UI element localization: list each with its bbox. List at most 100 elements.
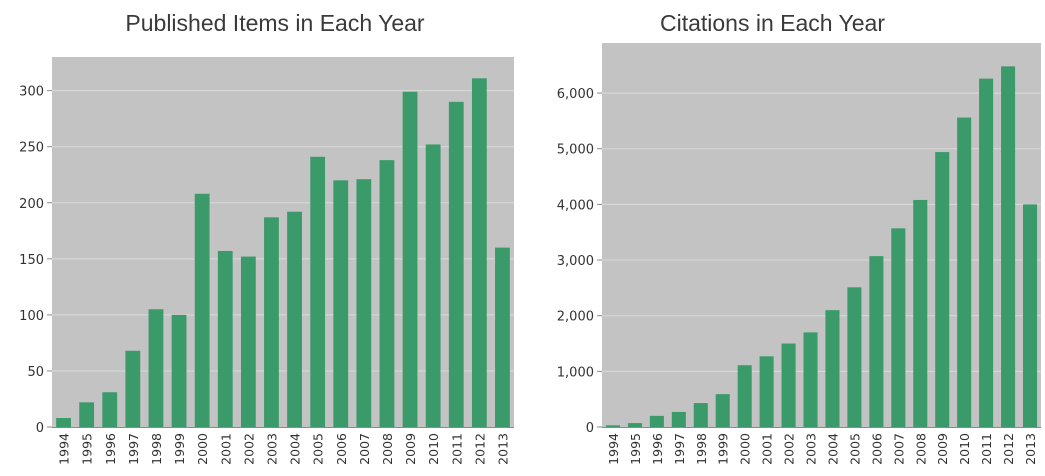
x-tick-label: 1996 xyxy=(103,433,118,465)
bar-1998 xyxy=(693,403,708,427)
bar-1998 xyxy=(148,309,164,427)
y-tick-label: 0 xyxy=(586,421,594,436)
chart-svg: 0 50 100 150 200 250 300 1994 1995 1996 1997 1998 19… xyxy=(19,57,514,465)
y-tick-label: 2,000 xyxy=(557,310,594,325)
x-tick-label: 2009 xyxy=(403,433,418,465)
x-tick-label: 1995 xyxy=(628,433,643,465)
x-tick-label: 2005 xyxy=(311,433,326,465)
y-tick-label: 50 xyxy=(27,365,44,380)
plot-area xyxy=(602,43,1041,427)
x-tick-label: 2010 xyxy=(426,433,441,465)
x-tick-label: 2008 xyxy=(913,433,928,465)
x-tick-label: 1997 xyxy=(672,433,687,465)
x-tick-label: 2009 xyxy=(935,433,950,465)
bar-2007 xyxy=(356,179,372,427)
plot-area xyxy=(52,57,514,427)
bar-2007 xyxy=(891,228,906,427)
x-tick-label: 2003 xyxy=(264,433,279,465)
bar-2001 xyxy=(217,250,233,427)
x-tick-label: 2006 xyxy=(869,433,884,465)
x-tick-label: 1994 xyxy=(606,433,621,465)
y-tick-label: 100 xyxy=(19,309,44,324)
x-tick-label: 2013 xyxy=(495,433,510,465)
bar-2012 xyxy=(471,78,487,427)
x-tick-label: 2012 xyxy=(1001,433,1016,465)
x-tick-label: 2013 xyxy=(1023,433,1038,465)
bar-2010 xyxy=(957,117,972,427)
y-tick-label: 200 xyxy=(19,197,44,212)
x-tick-label: 2002 xyxy=(782,433,797,465)
bar-1995 xyxy=(627,423,642,427)
x-tick-label: 2011 xyxy=(449,433,464,465)
bar-1997 xyxy=(671,411,686,427)
y-tick-label: 0 xyxy=(36,421,44,436)
x-tick-label: 1999 xyxy=(716,433,731,465)
y-tick-label: 4,000 xyxy=(557,198,594,213)
bar-2002 xyxy=(240,256,256,427)
x-tick-label: 1997 xyxy=(126,433,141,465)
x-tick-label: 1998 xyxy=(149,433,164,465)
bar-2000 xyxy=(194,193,210,427)
x-tick-label: 1998 xyxy=(694,433,709,465)
chart-title: Citations in Each Year xyxy=(659,10,886,36)
bar-2005 xyxy=(310,156,326,427)
x-tick-label: 2008 xyxy=(380,433,395,465)
x-tick-label: 2012 xyxy=(472,433,487,465)
bar-2006 xyxy=(869,256,884,427)
chart-citations: Citations in Each Year 0 1,000 2,000 3,000 4… xyxy=(520,0,1045,476)
bar-2002 xyxy=(781,343,796,427)
chart-published-items: Published Items in Each Year 0 50 100 150 20… xyxy=(0,0,520,476)
bar-2008 xyxy=(913,199,928,427)
y-tick-label: 300 xyxy=(19,85,44,100)
bar-2011 xyxy=(979,78,994,427)
bar-2004 xyxy=(825,310,840,427)
bar-1994 xyxy=(56,418,71,427)
bar-2003 xyxy=(264,217,279,427)
bar-2013 xyxy=(1023,204,1038,427)
x-tick-label: 2002 xyxy=(241,433,256,465)
x-tick-label: 2006 xyxy=(334,433,349,465)
bar-2012 xyxy=(1001,66,1016,428)
x-tick-label: 2004 xyxy=(825,433,840,465)
bar-2013 xyxy=(495,247,510,427)
x-tick-label: 1994 xyxy=(57,433,72,465)
x-tick-label: 2011 xyxy=(979,433,994,465)
bar-1995 xyxy=(79,402,95,427)
bar-1999 xyxy=(171,314,187,427)
bar-2001 xyxy=(759,356,774,427)
x-tick-label: 2010 xyxy=(957,433,972,465)
bar-2009 xyxy=(402,91,418,428)
bar-1994 xyxy=(605,425,620,427)
bar-2009 xyxy=(935,152,950,428)
bar-2008 xyxy=(379,160,395,427)
y-tick-label: 150 xyxy=(19,253,44,268)
bar-2005 xyxy=(847,287,862,427)
x-tick-label: 2003 xyxy=(804,433,819,465)
x-tick-label: 2004 xyxy=(288,433,303,465)
x-tick-label: 2001 xyxy=(760,433,775,465)
bar-2000 xyxy=(737,365,752,427)
bar-2003 xyxy=(803,332,818,427)
bar-1996 xyxy=(649,415,664,427)
bar-2011 xyxy=(448,101,464,428)
bar-2004 xyxy=(287,211,302,427)
x-tick-label: 1999 xyxy=(172,433,187,465)
x-tick-label: 2007 xyxy=(357,433,372,465)
x-tick-label: 2007 xyxy=(891,433,906,465)
x-tick-label: 2001 xyxy=(218,433,233,465)
bar-1996 xyxy=(102,392,118,427)
bar-1997 xyxy=(125,350,141,427)
x-tick-label: 2000 xyxy=(738,433,753,465)
x-tick-label: 2005 xyxy=(847,433,862,465)
y-tick-label: 3,000 xyxy=(557,254,594,269)
bar-2006 xyxy=(333,180,349,427)
x-tick-label: 1996 xyxy=(650,433,665,465)
y-tick-label: 5,000 xyxy=(557,143,594,158)
y-tick-label: 250 xyxy=(19,141,44,156)
y-tick-label: 1,000 xyxy=(557,365,594,380)
chart-svg: 0 1,000 2,000 3,000 4,000 5,000 6,000 1994 1995 1… xyxy=(557,43,1041,465)
bar-2010 xyxy=(425,144,441,428)
chart-title: Published Items in Each Year xyxy=(125,10,425,36)
y-tick-label: 6,000 xyxy=(557,87,594,102)
x-tick-label: 2000 xyxy=(195,433,210,465)
